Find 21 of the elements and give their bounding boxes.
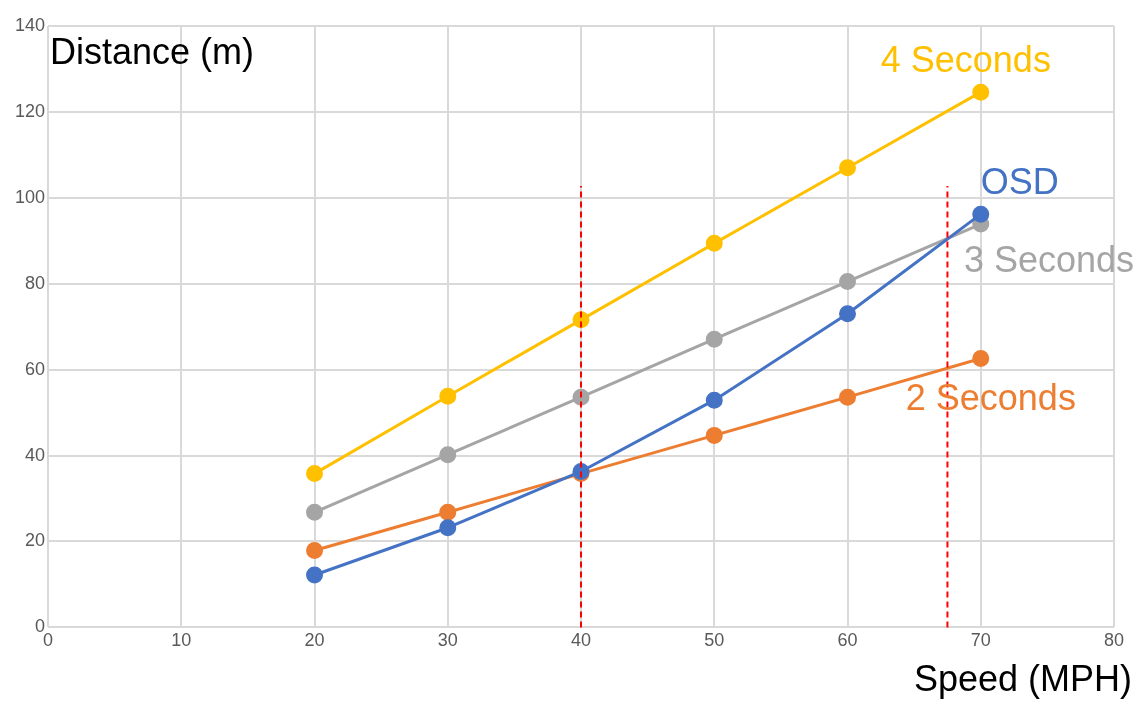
series-label: 4 Seconds: [880, 39, 1051, 81]
x-tick-label: 50: [704, 630, 725, 651]
x-tick-label: 30: [437, 630, 458, 651]
y-tick-label: 60: [25, 358, 46, 379]
x-tick-label: 80: [1103, 630, 1125, 651]
y-tick-label: 40: [25, 444, 46, 465]
series-label: OSD: [980, 161, 1059, 203]
x-tick-label: 60: [837, 630, 858, 651]
x-tick-label: 70: [970, 630, 991, 651]
y-tick-label: 120: [14, 100, 46, 121]
y-tick-label: 100: [14, 186, 46, 207]
y-axis-title: Distance (m): [50, 30, 255, 72]
x-tick-label: 10: [171, 630, 192, 651]
x-tick-label: 40: [571, 630, 592, 651]
x-axis-title: Speed (MPH): [913, 657, 1132, 699]
y-tick-label: 20: [25, 530, 46, 551]
y-tick-label: 80: [25, 272, 46, 293]
x-tick-label: 20: [304, 630, 325, 651]
series-label: 3 Seconds: [963, 238, 1134, 280]
y-tick-label: 140: [14, 14, 46, 35]
series-label: 2 Seconds: [905, 377, 1076, 419]
